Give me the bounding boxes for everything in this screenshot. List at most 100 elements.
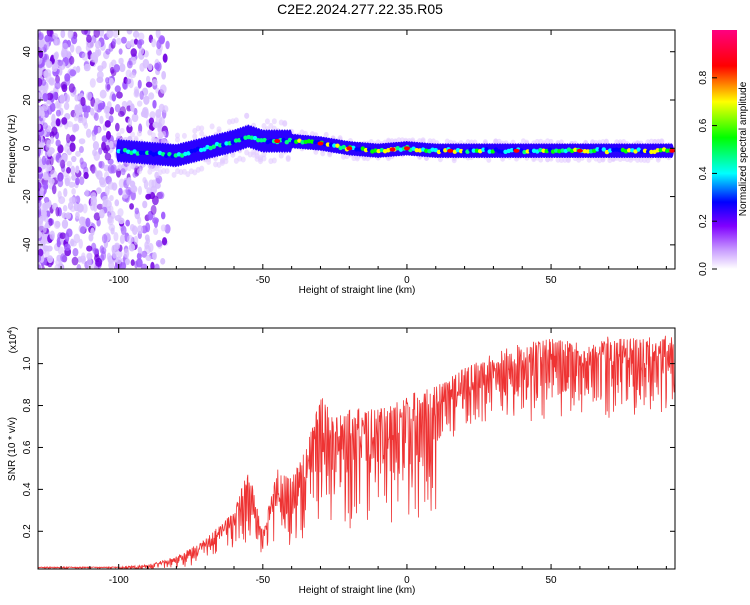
heatmap-noise-cell: [63, 93, 70, 104]
heatmap-noise-cell: [101, 233, 108, 244]
heatmap-y-tick-label: -40: [22, 237, 33, 252]
heatmap-noise-cell: [126, 30, 133, 35]
heatmap-noise-cell: [131, 185, 138, 193]
heatmap-noise-cell: [107, 164, 115, 174]
heatmap-noise-cell: [76, 106, 83, 116]
heatmap-noise-cell: [92, 140, 100, 151]
heatmap-halo-cell: [285, 154, 291, 161]
heatmap-noise-cell: [38, 248, 44, 257]
heatmap-noise-cell: [44, 34, 51, 43]
heatmap-noise-cell: [71, 256, 79, 266]
heatmap-noise-cell: [38, 242, 43, 249]
heatmap-marks: [38, 30, 675, 269]
heatmap-noise-cell: [42, 181, 49, 189]
heatmap-x-axis-label: Height of straight line (km): [299, 285, 416, 296]
heatmap-ridge-cell: [462, 149, 467, 155]
heatmap-noise-cell: [123, 248, 130, 258]
heatmap-ridge-cell: [230, 140, 236, 145]
heatmap-noise-cell: [133, 86, 140, 95]
heatmap-noise-cell: [94, 49, 100, 58]
snr-x-tick-label: -50: [256, 575, 271, 586]
heatmap-halo-cell: [230, 151, 236, 158]
colorbar-label: Normalized spectral amplitude: [738, 81, 749, 216]
heatmap-noise-cell: [38, 200, 42, 208]
heatmap-noise-cell: [83, 110, 89, 119]
heatmap-noise-cell: [61, 219, 69, 229]
heatmap-noise-cell: [78, 146, 84, 153]
heatmap-noise-cell: [161, 70, 167, 80]
heatmap-noise-cell: [39, 187, 44, 197]
heatmap-noise-cell: [93, 30, 100, 38]
heatmap-noise-cell: [113, 231, 119, 242]
heatmap-noise-cell: [117, 110, 125, 118]
heatmap-noise-cell: [159, 36, 165, 45]
heatmap-noise-cell: [70, 240, 77, 247]
heatmap-noise-cell: [151, 38, 157, 48]
heatmap-halo-cell: [271, 118, 277, 125]
heatmap-noise-cell: [108, 223, 116, 232]
heatmap-noise-cell: [151, 179, 157, 188]
heatmap-halo-cell: [396, 137, 402, 144]
heatmap-noise-cell: [93, 102, 98, 112]
heatmap-noise-cell: [38, 224, 44, 232]
heatmap-ridge-cell: [601, 147, 607, 152]
heatmap-noise-cell: [45, 60, 53, 69]
heatmap-ridge-cell: [414, 148, 419, 153]
heatmap-noise-cell: [145, 75, 151, 83]
heatmap-noise-cell: [46, 245, 53, 252]
heatmap-y-axis-label: Frequency (Hz): [7, 115, 18, 184]
heatmap-noise-cell: [45, 201, 50, 209]
heatmap-noise-cell: [99, 245, 105, 254]
heatmap-noise-cell: [101, 60, 107, 69]
heatmap-ridge-cell: [487, 149, 492, 154]
heatmap-noise-cell: [108, 106, 115, 115]
heatmap-ridge-cell: [141, 150, 147, 155]
heatmap-ridge-cell: [655, 148, 660, 153]
heatmap-noise-cell: [157, 191, 165, 200]
heatmap-noise-cell: [61, 42, 69, 50]
heatmap-ridge-cell: [626, 148, 632, 153]
heatmap-noise-cell: [108, 140, 114, 149]
heatmap-noise-cell: [136, 100, 143, 107]
heatmap-noise-cell: [116, 91, 123, 99]
heatmap-halo-cell: [486, 156, 492, 163]
heatmap-noise-cell: [104, 120, 111, 128]
heatmap-noise-cell: [55, 75, 61, 84]
heatmap-noise-cell: [161, 237, 168, 246]
heatmap-peak-cell: [576, 148, 583, 153]
heatmap-noise-cell: [78, 138, 86, 145]
heatmap-noise-cell: [38, 264, 41, 269]
colorbar-tick-label: 0.4: [698, 166, 709, 180]
heatmap-noise-cell: [150, 204, 157, 215]
heatmap-ridge-cell: [335, 143, 340, 148]
heatmap-noise-cell: [38, 123, 41, 131]
heatmap-ridge-cell: [224, 141, 229, 146]
heatmap-ridge-cell: [186, 151, 191, 156]
snr-y-tick-label: 1.0: [22, 356, 33, 370]
heatmap-noise-cell: [63, 243, 71, 252]
heatmap-noise-cell: [114, 242, 121, 250]
heatmap-noise-cell: [96, 126, 102, 134]
colorbar-tick-label: 0.2: [698, 214, 709, 228]
heatmap-halo-cell: [586, 156, 592, 163]
heatmap-noise-cell: [66, 166, 71, 174]
heatmap-noise-cell: [121, 100, 128, 108]
heatmap-noise-cell: [38, 50, 44, 59]
heatmap-noise-cell: [46, 164, 53, 172]
heatmap-noise-cell: [47, 255, 54, 264]
colorbar-tick-label: 0.0: [698, 262, 709, 276]
heatmap-noise-cell: [86, 34, 92, 43]
heatmap-peak-cell: [317, 141, 324, 146]
heatmap-noise-cell: [66, 228, 73, 238]
snr-x-tick-label: 50: [545, 575, 557, 586]
heatmap-peak-cell: [403, 146, 410, 151]
heatmap-noise-cell: [153, 227, 159, 236]
heatmap-noise-cell: [51, 113, 56, 124]
heatmap-ridge-cell: [341, 144, 347, 150]
heatmap-noise-cell: [60, 48, 67, 58]
heatmap-noise-cell: [55, 139, 61, 147]
heatmap-noise-cell: [115, 122, 120, 132]
heatmap-x-tick-label: 0: [404, 275, 410, 286]
heatmap-peak-cell: [669, 148, 675, 153]
heatmap-noise-cell: [118, 57, 124, 65]
